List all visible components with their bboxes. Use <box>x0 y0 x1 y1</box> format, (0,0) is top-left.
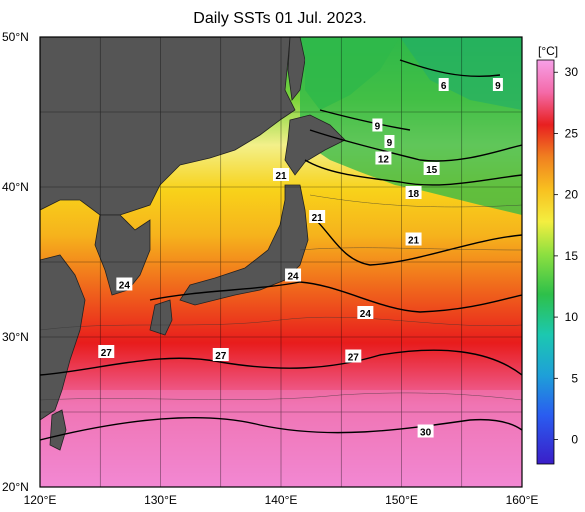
isotherm-12 <box>319 109 411 131</box>
isotherm-21 <box>309 214 522 266</box>
contour-label-box <box>423 162 440 175</box>
isotherms <box>40 59 522 441</box>
isotherm-18 <box>304 159 522 186</box>
contour-label-text: 27 <box>101 348 113 359</box>
lat-label: 30°N <box>2 330 29 344</box>
contour-label: 21 <box>405 232 422 247</box>
colorbar-tick-label: 5 <box>571 371 578 385</box>
contour-label: 24 <box>285 268 302 283</box>
grid-lines <box>40 37 522 487</box>
contour-label: 24 <box>357 306 374 320</box>
lon-label: 120°E <box>24 493 57 507</box>
contour-label-text: 12 <box>378 155 390 166</box>
contour-label-text: 30 <box>420 428 432 439</box>
contour-label: 15 <box>423 162 440 176</box>
contour-label-box <box>375 151 392 165</box>
sakhalin <box>287 37 306 101</box>
hokkaido <box>284 114 346 176</box>
contour-label-box <box>309 210 326 223</box>
contour-label-text: 9 <box>387 138 393 149</box>
china-coast <box>40 254 86 421</box>
contour-label-box <box>116 277 133 291</box>
lon-label: 130°E <box>144 493 177 507</box>
colorbar-tick-label: 10 <box>565 310 579 324</box>
contour-label-text: 15 <box>426 165 438 176</box>
minor-isotherms <box>40 194 522 401</box>
isotherm-24 <box>149 281 522 313</box>
asia-landmass <box>40 37 296 216</box>
colorbar-ticks: 30 25 20 15 10 5 0 <box>554 65 579 447</box>
lat-label: 20°N <box>2 480 29 494</box>
colorbar-tick-label: 25 <box>565 126 579 140</box>
map-frame <box>39 36 523 488</box>
korea-peninsula <box>94 214 151 296</box>
contour-label-text: 24 <box>119 281 131 292</box>
contour-label: 21 <box>273 168 289 182</box>
contour-label-text: 9 <box>495 81 501 92</box>
contour-label-box <box>384 135 395 148</box>
contour-label-text: 21 <box>312 213 324 224</box>
lat-label: 50°N <box>2 30 29 44</box>
contour-label-box <box>345 349 362 363</box>
contour-label-text: 21 <box>275 171 287 182</box>
isotherm-9 <box>399 59 501 78</box>
colorbar-tick-label: 20 <box>565 188 579 202</box>
contour-label: 21 <box>309 210 326 224</box>
contour-label: 27 <box>98 345 115 359</box>
latitude-labels: 50°N 40°N 30°N 20°N <box>2 30 29 494</box>
colder-water-region <box>400 37 522 110</box>
contour-label-box <box>212 348 229 361</box>
contour-label: 18 <box>405 186 422 200</box>
kyushu <box>149 299 173 336</box>
lon-label: 160°E <box>506 493 539 507</box>
isotherm-27 <box>40 349 522 376</box>
lon-label: 140°E <box>265 493 298 507</box>
isotherm-15 <box>309 129 522 162</box>
colorbar-tick-label: 15 <box>565 249 579 263</box>
contour-label: 9 <box>384 135 395 149</box>
contour-label: 12 <box>375 151 392 166</box>
contour-label-box <box>372 118 383 132</box>
contour-label: 27 <box>212 348 229 362</box>
contour-label-text: 6 <box>441 81 447 92</box>
lat-label: 40°N <box>2 180 29 194</box>
contour-label-box <box>405 186 422 199</box>
honshu <box>179 184 309 306</box>
contour-label-text: 24 <box>287 272 299 283</box>
okhotsk-sea-region <box>305 37 400 110</box>
contour-label-text: 9 <box>375 122 381 133</box>
map-title: Daily SSTs 01 Jul. 2023. <box>193 10 367 27</box>
contour-label-box <box>417 424 434 438</box>
taiwan <box>49 409 67 451</box>
contour-label-text: 24 <box>360 309 372 320</box>
contour-label-box <box>492 78 503 91</box>
longitude-labels: 120°E 130°E 140°E 150°E 160°E <box>24 493 539 507</box>
colorbar-tick-label: 0 <box>571 433 578 447</box>
contour-label: 9 <box>492 78 503 92</box>
contour-label-text: 21 <box>408 236 420 247</box>
contour-label: 6 <box>438 78 449 92</box>
contour-label: 30 <box>417 424 434 439</box>
contour-label: 27 <box>345 349 362 364</box>
contour-label-text: 27 <box>348 353 360 364</box>
contour-label: 24 <box>116 277 133 292</box>
contour-label-box <box>405 232 422 246</box>
contour-label-box <box>98 345 115 358</box>
colorbar: [°C] 30 25 20 15 10 5 0 <box>536 44 579 465</box>
contour-label-box <box>438 78 449 91</box>
contour-label-box <box>273 168 289 181</box>
colorbar-unit: [°C] <box>538 44 558 58</box>
contour-label-text: 18 <box>408 189 420 200</box>
contour-label-box <box>357 306 374 319</box>
contour-label: 9 <box>372 118 383 133</box>
colorbar-ramp <box>536 59 555 465</box>
colorbar-tick-label: 30 <box>565 65 579 79</box>
contour-label-text: 27 <box>215 351 227 362</box>
contour-label-box <box>285 268 302 282</box>
lon-label: 150°E <box>385 493 418 507</box>
isotherm-30 <box>40 417 522 441</box>
